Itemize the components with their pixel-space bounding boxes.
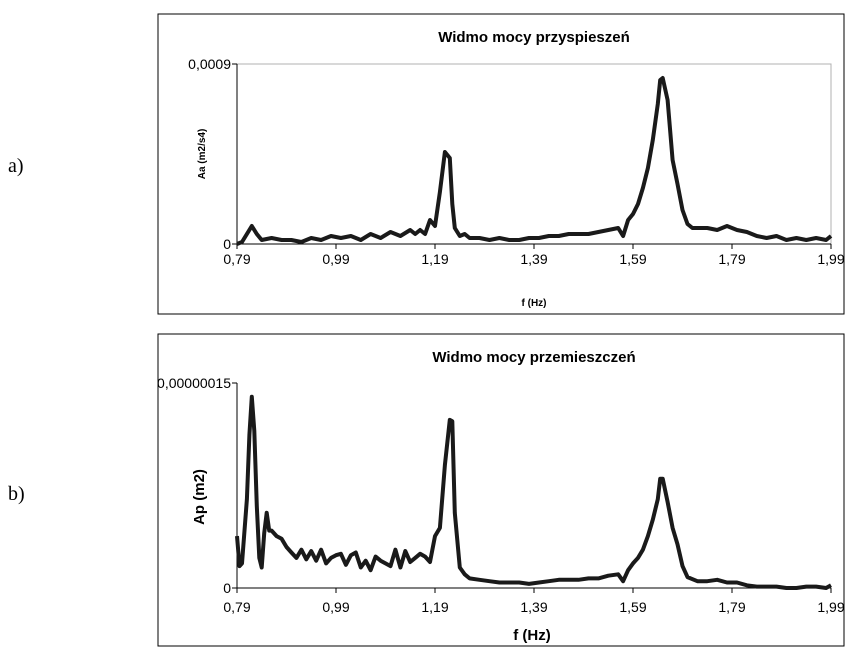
chart-title: Widmo mocy przyspieszeń — [438, 29, 630, 46]
x-tick-label: 1,39 — [520, 599, 547, 615]
x-tick-label: 1,79 — [718, 599, 745, 615]
series-line — [236, 76, 833, 246]
x-tick-label: 1,59 — [619, 599, 646, 615]
x-tick-label: 0,79 — [223, 251, 250, 267]
x-tick-label: 1,19 — [421, 251, 448, 267]
panel-label-b: b) — [8, 483, 25, 505]
y-axis-label: Ap (m2) — [191, 469, 208, 525]
x-tick-label: 1,19 — [421, 599, 448, 615]
x-tick-label: 0,79 — [223, 599, 250, 615]
x-tick-label: 0,99 — [322, 251, 349, 267]
x-axis-label: f (Hz) — [513, 627, 551, 644]
x-tick-label: 1,39 — [520, 251, 547, 267]
chart-title: Widmo mocy przemieszczeń — [432, 349, 635, 366]
x-tick-label: 1,59 — [619, 251, 646, 267]
x-axis-label: f (Hz) — [522, 298, 547, 309]
panel-label-a: a) — [8, 155, 24, 177]
chart-area-frame — [157, 333, 845, 647]
x-tick-label: 0,99 — [322, 599, 349, 615]
x-tick-label: 1,99 — [817, 599, 844, 615]
series-line — [235, 394, 832, 590]
y-tick-label: 0 — [223, 236, 231, 252]
chart-area-frame — [157, 13, 845, 315]
x-tick-label: 1,99 — [817, 251, 844, 267]
x-tick-label: 1,79 — [718, 251, 745, 267]
y-tick-label: 0 — [223, 580, 231, 596]
y-axis-label: Aa (m2/s4) — [197, 129, 208, 180]
y-tick-label: 0,0009 — [188, 56, 231, 72]
y-tick-label: 0,00000015 — [157, 375, 231, 391]
